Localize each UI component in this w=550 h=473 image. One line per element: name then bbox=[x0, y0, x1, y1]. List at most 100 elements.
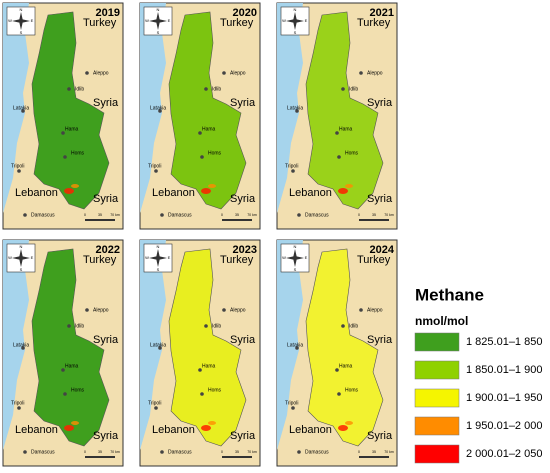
scale-bar bbox=[85, 456, 115, 458]
compass-label: E bbox=[305, 255, 308, 260]
city-dot bbox=[341, 87, 345, 91]
city-dot bbox=[154, 406, 158, 410]
map-panel: 2022 N S E W Turkey Syria Syria Aleppo Idlib Latak… bbox=[2, 239, 124, 467]
hotspot-edge bbox=[208, 421, 216, 425]
place-label: Damascus bbox=[31, 212, 55, 218]
compass-label: W bbox=[282, 18, 286, 23]
city-dot bbox=[21, 346, 25, 350]
compass-label: N bbox=[157, 244, 160, 249]
place-label: Latakia bbox=[150, 342, 166, 348]
city-dot bbox=[291, 169, 295, 173]
city-dot bbox=[198, 131, 202, 135]
place-label: Latakia bbox=[13, 105, 29, 111]
compass-label: N bbox=[20, 244, 23, 249]
place-label: Latakia bbox=[287, 105, 303, 111]
city-dot bbox=[21, 109, 25, 113]
place-label: Tripoli bbox=[285, 163, 298, 169]
legend-label: 2 000.01–2 050 bbox=[466, 448, 542, 460]
place-label: Aleppo bbox=[367, 307, 383, 313]
scale-bar bbox=[222, 456, 252, 458]
place-label: Tripoli bbox=[148, 400, 161, 406]
city-dot bbox=[23, 450, 27, 454]
legend: Methane nmol/mol bbox=[415, 285, 484, 328]
scale-label: 70 km bbox=[110, 450, 120, 454]
place-label: Idlib bbox=[75, 323, 84, 329]
place-label: Homs bbox=[208, 387, 222, 393]
place-label: Syria bbox=[230, 97, 256, 109]
scale-label: 35 bbox=[235, 450, 239, 454]
place-label: Syria bbox=[93, 97, 119, 109]
city-dot bbox=[154, 169, 158, 173]
compass-label: E bbox=[305, 18, 308, 23]
place-label: Damascus bbox=[305, 449, 329, 455]
city-dot bbox=[295, 346, 299, 350]
map-panel: 2019 N S E W Turkey Syria Syria Aleppo Idlib Latak… bbox=[2, 2, 124, 230]
city-dot bbox=[63, 392, 67, 396]
compass-label: N bbox=[294, 244, 297, 249]
place-label: Syria bbox=[367, 430, 393, 442]
city-dot bbox=[335, 131, 339, 135]
place-label: Idlib bbox=[212, 323, 221, 329]
place-label: Hama bbox=[339, 363, 353, 369]
city-dot bbox=[337, 155, 341, 159]
scale-label: 0 bbox=[221, 450, 223, 454]
city-dot bbox=[160, 213, 164, 217]
place-label: Turkey bbox=[357, 254, 391, 266]
city-dot bbox=[204, 87, 208, 91]
scale-label: 35 bbox=[98, 450, 102, 454]
compass-rose bbox=[286, 12, 304, 30]
compass: N S E W bbox=[143, 6, 173, 36]
compass-label: W bbox=[145, 18, 149, 23]
map-panel: 2021 N S E W Turkey Syria Syria Aleppo Idlib Latak… bbox=[276, 2, 398, 230]
compass-rose bbox=[286, 249, 304, 267]
place-label: Aleppo bbox=[93, 70, 109, 76]
city-dot bbox=[67, 87, 71, 91]
compass-label: N bbox=[157, 7, 160, 12]
place-label: Aleppo bbox=[367, 70, 383, 76]
sea bbox=[3, 240, 29, 450]
place-label: Hama bbox=[202, 363, 216, 369]
place-label: Aleppo bbox=[230, 70, 246, 76]
city-dot bbox=[337, 392, 341, 396]
city-dot bbox=[297, 213, 301, 217]
hotspot bbox=[201, 188, 211, 194]
compass-label: N bbox=[20, 7, 23, 12]
compass: N S E W bbox=[143, 243, 173, 273]
city-dot bbox=[222, 308, 226, 312]
city-dot bbox=[61, 131, 65, 135]
place-label: Syria bbox=[367, 334, 393, 346]
compass-label: N bbox=[294, 7, 297, 12]
city-dot bbox=[222, 71, 226, 75]
compass: N S E W bbox=[6, 243, 36, 273]
compass-label: S bbox=[20, 267, 23, 272]
place-label: Latakia bbox=[287, 342, 303, 348]
scale-label: 0 bbox=[84, 450, 86, 454]
place-label: Homs bbox=[71, 387, 85, 393]
compass-label: W bbox=[8, 18, 12, 23]
city-dot bbox=[67, 324, 71, 328]
city-dot bbox=[291, 406, 295, 410]
legend-label: 1 950.01–2 000 bbox=[466, 420, 542, 432]
scale-label: 35 bbox=[372, 450, 376, 454]
scale-bar bbox=[222, 219, 252, 221]
compass-rose bbox=[149, 249, 167, 267]
hotspot-edge bbox=[71, 421, 79, 425]
place-label: Lebanon bbox=[152, 424, 195, 436]
place-label: Syria bbox=[230, 334, 256, 346]
place-label: Turkey bbox=[220, 17, 254, 29]
legend-swatch bbox=[414, 416, 460, 436]
city-dot bbox=[17, 169, 21, 173]
hotspot bbox=[64, 188, 74, 194]
scale-label: 0 bbox=[221, 213, 223, 217]
year: 2023 bbox=[233, 244, 257, 256]
scale-bar bbox=[359, 219, 389, 221]
compass-rose bbox=[149, 12, 167, 30]
city-dot bbox=[85, 71, 89, 75]
map-panel: 2023 N S E W Turkey Syria Syria Aleppo Idlib Latak… bbox=[139, 239, 261, 467]
legend-label: 1 850.01–1 900 bbox=[466, 364, 542, 376]
city-dot bbox=[61, 368, 65, 372]
compass-label: E bbox=[168, 255, 171, 260]
place-label: Lebanon bbox=[289, 424, 332, 436]
city-dot bbox=[160, 450, 164, 454]
